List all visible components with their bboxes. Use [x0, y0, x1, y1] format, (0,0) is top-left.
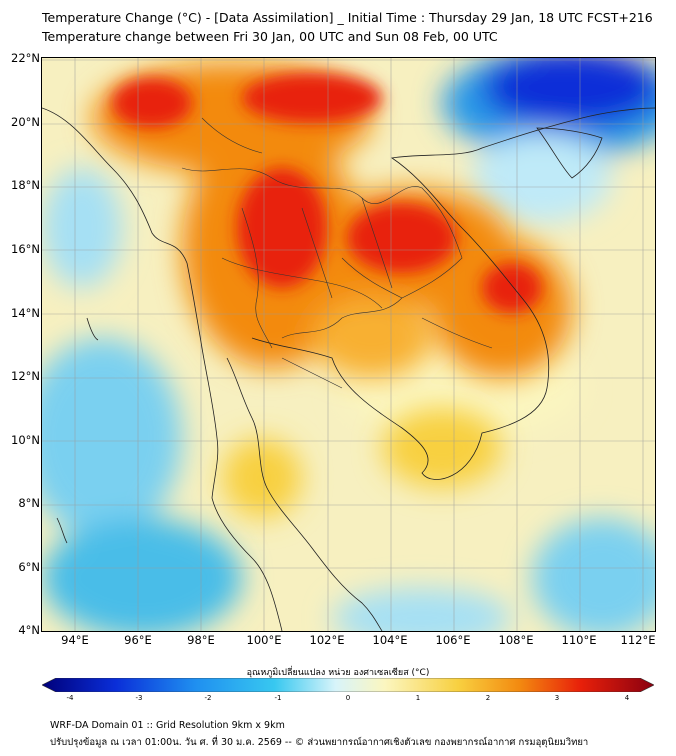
lat-label-10n: 10°N [11, 433, 40, 447]
lon-label-102e: 102°E [309, 633, 345, 647]
lon-label-100e: 100°E [246, 633, 282, 647]
coastlines [42, 107, 655, 631]
temperature-change-map [41, 57, 656, 632]
colorbar-tick: 0 [345, 694, 351, 702]
colorbar-tick: 3 [554, 694, 560, 702]
colorbar-tick: 4 [624, 694, 630, 702]
colorbar-tick: 1 [415, 694, 421, 702]
colorbar-tick: -3 [135, 694, 143, 702]
map-title: Temperature Change (°C) - [Data Assimila… [42, 10, 653, 25]
map-canvas [42, 58, 655, 631]
lon-label-98e: 98°E [187, 633, 215, 647]
footer-credit: ปรับปรุงข้อมูล ณ เวลา 01:00น. วัน ศ. ที่… [50, 737, 589, 748]
lat-label-12n: 12°N [11, 369, 40, 383]
colorbar-tick: -2 [204, 694, 212, 702]
lon-label-104e: 104°E [372, 633, 408, 647]
colorbar-title: อุณหภูมิเปลี่ยนแปลง หน่วย องศาเซลเซียส (… [246, 668, 430, 678]
footer-model-info: WRF-DA Domain 01 :: Grid Resolution 9km … [50, 720, 285, 731]
lon-label-112e: 112°E [620, 633, 656, 647]
lat-label-4n: 4°N [18, 623, 40, 637]
lat-label-6n: 6°N [18, 560, 40, 574]
lat-label-22n: 22°N [11, 51, 40, 65]
colorbar [42, 678, 654, 692]
colorbar-tick: -4 [66, 694, 74, 702]
lat-label-18n: 18°N [11, 178, 40, 192]
colorbar-tick: -1 [274, 694, 282, 702]
admin-borders [181, 117, 493, 389]
lat-label-16n: 16°N [11, 242, 40, 256]
lon-label-96e: 96°E [124, 633, 152, 647]
lon-label-110e: 110°E [561, 633, 597, 647]
lon-label-108e: 108°E [498, 633, 534, 647]
lat-label-8n: 8°N [18, 496, 40, 510]
colorbar-tick: 2 [485, 694, 491, 702]
lat-label-14n: 14°N [11, 306, 40, 320]
cold-anomaly-fields [42, 58, 655, 631]
lon-label-94e: 94°E [61, 633, 89, 647]
graticule [42, 58, 655, 631]
lon-label-106e: 106°E [435, 633, 471, 647]
hot-core-fields [112, 73, 542, 313]
map-subtitle: Temperature change between Fri 30 Jan, 0… [42, 29, 498, 44]
lat-label-20n: 20°N [11, 115, 40, 129]
